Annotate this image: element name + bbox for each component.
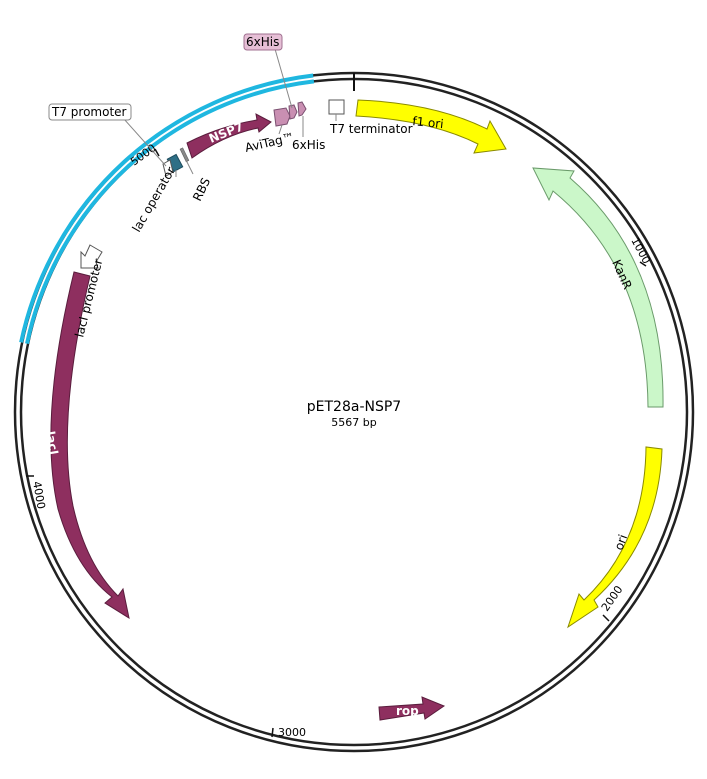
laci-label: lacI xyxy=(43,430,61,456)
selection-highlight xyxy=(19,73,314,343)
tick-2000 xyxy=(602,614,610,622)
laci-arrow xyxy=(50,271,130,620)
f1-ori-label: f1 ori xyxy=(412,114,445,131)
ori-label: ori xyxy=(612,533,630,552)
his-tag-arrow-2 xyxy=(297,101,307,117)
rbs-leader xyxy=(185,159,194,175)
laci-promoter-arrow xyxy=(80,244,103,269)
t7-promoter-marker xyxy=(162,159,174,177)
avitag-leader xyxy=(278,124,283,135)
rbs-label: RBS xyxy=(190,176,213,204)
rbs-marker xyxy=(179,147,190,163)
his-top-label-box xyxy=(243,33,283,51)
ori-arrow xyxy=(567,446,663,629)
his-bottom-label: 6xHis xyxy=(292,138,325,152)
his-top-label: 6xHis xyxy=(246,35,279,49)
his-top-leader xyxy=(274,48,293,109)
t7-promoter-leader xyxy=(123,118,167,167)
nsp7-label: NSP7 xyxy=(207,119,245,145)
nsp7-arrow xyxy=(186,113,272,159)
tick-1000 xyxy=(639,261,647,267)
kanr-arrow xyxy=(532,167,664,408)
rop-arrow xyxy=(378,696,446,721)
plasmid-size: 5567 bp xyxy=(331,416,376,429)
his-tag-arrow-1 xyxy=(288,104,298,120)
tick-3000 xyxy=(271,727,274,738)
avitag-arrow xyxy=(273,107,291,127)
t7-promoter-label-box xyxy=(48,103,132,121)
f1-ori-arrow xyxy=(355,99,507,154)
plasmid-name: pET28a-NSP7 xyxy=(307,399,401,415)
avitag-label: AviTag™ xyxy=(244,130,296,155)
t7-terminator-box xyxy=(328,99,345,115)
tick-label-4000: 4000 xyxy=(30,480,48,510)
selection-highlight-inner xyxy=(25,79,315,345)
tick-label-3000: 3000 xyxy=(278,726,306,739)
t7-terminator-label: T7 terminator xyxy=(329,122,413,136)
lac-operator-label: lac operator xyxy=(129,164,178,234)
t7-promoter-label: T7 promoter xyxy=(51,105,127,119)
tick-5000 xyxy=(154,148,160,157)
rop-label: rop xyxy=(396,704,419,718)
